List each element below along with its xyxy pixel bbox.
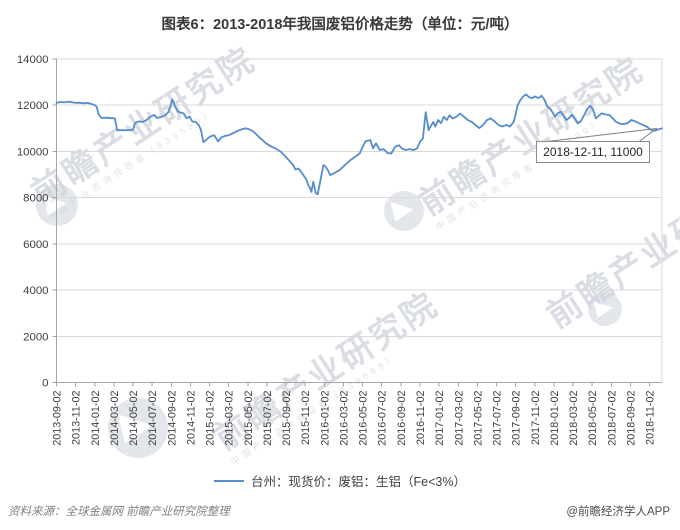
x-tick-label: 2015-09-02 bbox=[281, 391, 293, 446]
x-tick-label: 2014-11-02 bbox=[185, 391, 197, 445]
legend-label: 台州：现货价：废铝：生铝（Fe<3%） bbox=[251, 475, 466, 489]
y-tick-label: 0 bbox=[42, 378, 48, 390]
x-tick-label: 2018-03-02 bbox=[568, 391, 580, 446]
x-tick-label: 2017-07-02 bbox=[492, 391, 504, 446]
x-tick-label: 2015-01-02 bbox=[205, 391, 217, 446]
x-tick-label: 2015-03-02 bbox=[224, 391, 236, 446]
x-tick-label: 2014-09-02 bbox=[166, 391, 178, 446]
x-tick-label: 2016-11-02 bbox=[415, 391, 427, 445]
x-tick-label: 2018-05-02 bbox=[587, 391, 599, 446]
x-tick-label: 2016-03-02 bbox=[338, 391, 350, 446]
y-tick-label: 8000 bbox=[23, 193, 48, 205]
price-line-series bbox=[55, 93, 663, 196]
y-tick-label: 10000 bbox=[17, 146, 49, 158]
y-tick-label: 14000 bbox=[17, 54, 49, 66]
y-tick-label: 2000 bbox=[23, 331, 48, 343]
legend-line-marker-icon bbox=[214, 479, 245, 482]
x-tick-label: 2014-05-02 bbox=[128, 391, 140, 446]
x-tick-label: 2017-01-02 bbox=[434, 391, 446, 446]
x-tick-label: 2017-11-02 bbox=[530, 391, 542, 445]
x-tick-label: 2014-01-02 bbox=[90, 391, 102, 446]
x-tick-label: 2016-01-02 bbox=[319, 391, 331, 446]
x-tick-label: 2014-07-02 bbox=[147, 391, 159, 446]
y-tick-label: 4000 bbox=[23, 285, 48, 297]
credit-label: @前瞻经济学人APP bbox=[566, 506, 670, 518]
chart-title: 图表6：2013-2018年我国废铝价格走势（单位：元/吨） bbox=[161, 17, 519, 33]
legend: 台州：现货价：废铝：生铝（Fe<3%） bbox=[0, 471, 680, 490]
y-tick-label: 6000 bbox=[23, 239, 48, 251]
data-label-callout: 2018-12-11, 11000 bbox=[536, 141, 650, 163]
x-tick-label: 2013-09-02 bbox=[52, 391, 64, 446]
x-tick-label: 2013-11-02 bbox=[71, 391, 83, 445]
callout-leader-line bbox=[546, 127, 658, 142]
x-tick-label: 2018-07-02 bbox=[606, 391, 618, 446]
source-note: 资料来源：全球金属网 前瞻产业研究院整理 bbox=[8, 506, 230, 518]
x-tick-label: 2017-03-02 bbox=[453, 391, 465, 446]
x-tick-label: 2016-05-02 bbox=[358, 391, 370, 446]
x-tick-label: 2017-05-02 bbox=[472, 390, 484, 445]
x-tick-label: 2015-07-02 bbox=[262, 391, 274, 446]
y-tick-label: 12000 bbox=[17, 100, 49, 112]
x-tick-label: 2018-11-02 bbox=[645, 391, 657, 445]
x-tick-label: 2016-09-02 bbox=[396, 391, 408, 446]
footer: 资料来源：全球金属网 前瞻产业研究院整理 @前瞻经济学人APP bbox=[8, 503, 670, 519]
x-tick-label: 2018-01-02 bbox=[549, 391, 561, 446]
callout-leader-line bbox=[638, 127, 658, 142]
x-tick-label: 2016-07-02 bbox=[377, 391, 389, 446]
x-tick-label: 2015-05-02 bbox=[243, 391, 255, 446]
x-tick-label: 2018-09-02 bbox=[625, 391, 637, 446]
x-tick-label: 2017-09-02 bbox=[511, 391, 523, 446]
x-tick-label: 2014-03-02 bbox=[109, 391, 121, 446]
x-tick-label: 2015-11-02 bbox=[300, 391, 312, 445]
